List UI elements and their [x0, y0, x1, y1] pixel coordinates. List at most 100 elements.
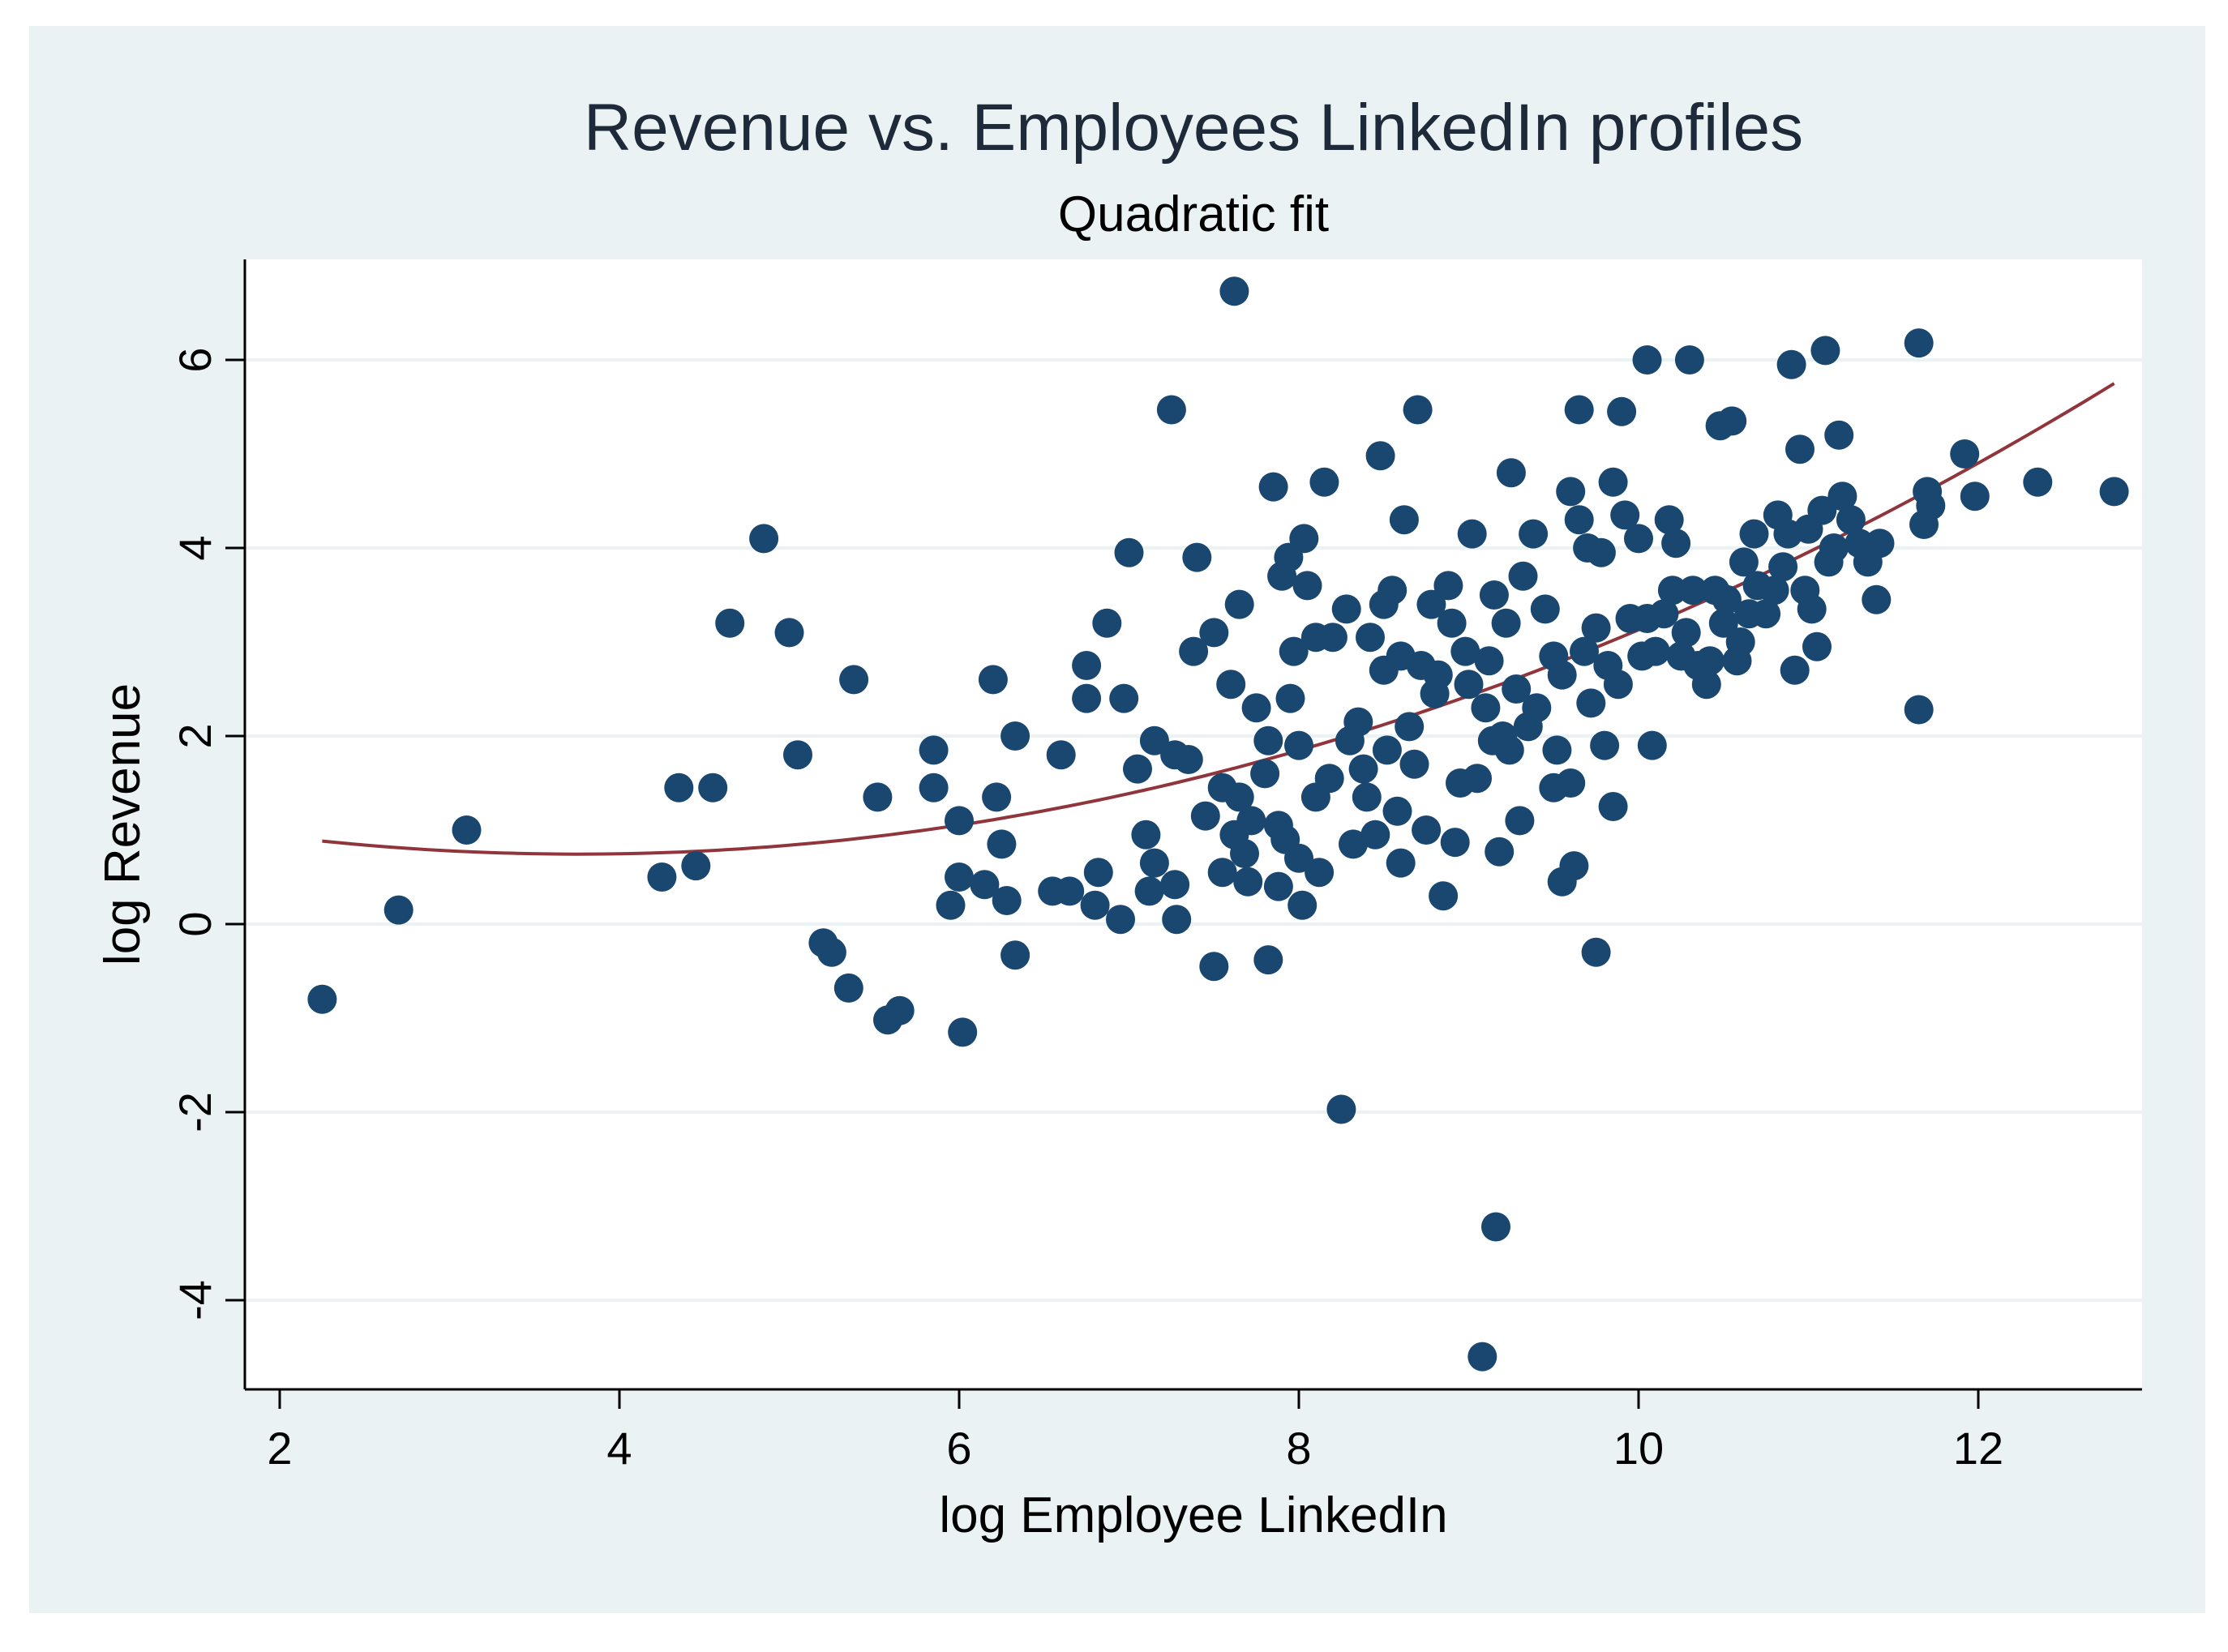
data-point [1450, 636, 1480, 666]
plot-area [245, 259, 2142, 1389]
data-point [1640, 636, 1670, 666]
data-point [1768, 552, 1798, 582]
data-point [1275, 683, 1305, 713]
data-point [1708, 608, 1738, 638]
data-point [1224, 782, 1254, 812]
data-point [383, 895, 413, 925]
y-tick-label: 4 [169, 535, 221, 560]
data-point [1759, 576, 1789, 606]
x-tick-label: 6 [946, 1423, 971, 1474]
data-point [1224, 589, 1254, 619]
data-point [1491, 608, 1521, 638]
data-point [1564, 505, 1594, 535]
data-point [1250, 759, 1280, 789]
data-point [1348, 754, 1378, 784]
data-point [1671, 618, 1701, 648]
data-point [1712, 584, 1742, 614]
data-point [919, 735, 949, 765]
data-point [1797, 594, 1827, 624]
data-point [715, 608, 745, 638]
data-point [1123, 754, 1152, 784]
x-axis-label: log Employee LinkedIn [939, 1487, 1447, 1543]
data-point [1199, 952, 1229, 982]
fit-line [322, 382, 2115, 856]
data-point [1467, 1342, 1497, 1372]
data-point [1092, 608, 1122, 638]
data-point [783, 740, 812, 770]
y-tick-label: 0 [169, 911, 221, 936]
data-point [1072, 651, 1102, 680]
data-point [1610, 500, 1640, 530]
data-point [1395, 712, 1425, 742]
data-point [1586, 537, 1616, 567]
data-point [1139, 848, 1169, 878]
data-point [1190, 801, 1220, 831]
data-point [1570, 636, 1599, 666]
data-point [1288, 890, 1318, 920]
data-point [1219, 276, 1249, 306]
fit-layer [322, 382, 2115, 856]
x-tick-label: 2 [267, 1423, 292, 1474]
data-point [1389, 505, 1419, 535]
chart-title: Revenue vs. Employees LinkedIn profiles [584, 91, 1803, 165]
y-tick-label: -4 [169, 1280, 221, 1320]
y-tick-label: 6 [169, 347, 221, 372]
data-point [1080, 890, 1110, 920]
data-point [970, 870, 1000, 900]
data-point [945, 806, 974, 836]
data-point [1309, 467, 1339, 497]
data-point [1457, 519, 1487, 549]
scatter-points [307, 276, 2129, 1372]
data-point [1862, 584, 1892, 614]
data-point [1508, 561, 1538, 591]
data-point [1305, 858, 1335, 888]
data-point [1471, 693, 1501, 723]
data-point [1378, 576, 1407, 606]
data-point [1284, 843, 1313, 873]
data-point [987, 829, 1017, 859]
data-point [1717, 406, 1747, 436]
data-point [1236, 806, 1266, 836]
data-point [1343, 707, 1373, 737]
data-point [1000, 721, 1030, 751]
data-point [1253, 725, 1283, 755]
data-point [1598, 467, 1628, 497]
x-tick-label: 4 [606, 1423, 632, 1474]
data-point [1785, 434, 1815, 464]
data-point [749, 524, 779, 554]
data-point [945, 862, 974, 892]
data-point [1314, 764, 1344, 794]
data-point [1433, 571, 1463, 601]
data-point [948, 1017, 978, 1047]
y-axis-label: log Revenue [95, 683, 151, 965]
data-point [1479, 580, 1509, 610]
data-point [1542, 735, 1572, 765]
data-point [1485, 837, 1515, 867]
data-point [1365, 441, 1395, 471]
data-point [1581, 937, 1611, 967]
data-point [1802, 631, 1832, 661]
data-point [1454, 670, 1484, 700]
y-tick-label: -2 [169, 1092, 221, 1132]
data-point [1423, 660, 1453, 690]
data-point [1739, 519, 1769, 549]
data-point [833, 973, 863, 1003]
data-point [1326, 1094, 1356, 1124]
x-tick-label: 10 [1613, 1423, 1664, 1474]
data-point [1576, 688, 1606, 718]
data-point [1179, 636, 1209, 666]
data-point [1624, 524, 1653, 554]
data-point [1904, 328, 1934, 358]
data-point [1674, 345, 1704, 374]
data-point [1810, 336, 1840, 366]
data-point [1437, 608, 1467, 638]
data-point [452, 815, 482, 845]
data-point [1372, 735, 1402, 765]
data-point [681, 851, 711, 881]
chart-subtitle: Quadratic fit [1058, 186, 1329, 242]
data-point [1654, 505, 1684, 535]
data-point [1637, 730, 1667, 760]
data-point [1463, 764, 1492, 794]
data-point [1134, 876, 1164, 906]
data-point [1055, 876, 1085, 906]
